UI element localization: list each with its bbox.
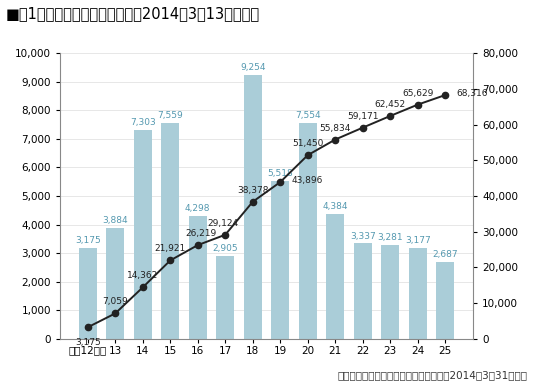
Text: 2,905: 2,905 [213, 244, 238, 253]
Text: 7,554: 7,554 [295, 111, 320, 120]
Text: 2,687: 2,687 [432, 250, 458, 259]
Text: 3,884: 3,884 [102, 216, 128, 225]
Text: 3,177: 3,177 [405, 236, 431, 245]
Bar [271, 181, 289, 338]
Text: 3,175: 3,175 [75, 236, 101, 245]
Text: 26,219: 26,219 [185, 229, 216, 238]
Bar [244, 74, 262, 338]
Text: 43,896: 43,896 [292, 176, 323, 185]
Bar [299, 123, 317, 338]
Text: 7,559: 7,559 [157, 111, 183, 120]
Text: 59,171: 59,171 [347, 112, 378, 121]
Bar [437, 262, 454, 338]
Bar [79, 248, 96, 338]
Text: ■図1：病床届出数および類型（2014年3月13日現在）: ■図1：病床届出数および類型（2014年3月13日現在） [5, 6, 260, 21]
Bar [409, 248, 427, 338]
Bar [381, 245, 399, 338]
Bar [216, 256, 234, 338]
Text: 55,834: 55,834 [320, 124, 351, 133]
Text: 3,175: 3,175 [75, 338, 101, 347]
Bar [326, 214, 344, 338]
Text: 62,452: 62,452 [375, 100, 406, 109]
Text: 68,316: 68,316 [456, 89, 488, 98]
Text: 21,921: 21,921 [155, 244, 186, 254]
Text: 7,059: 7,059 [102, 298, 128, 306]
Bar [354, 243, 372, 338]
Text: 4,298: 4,298 [185, 204, 211, 213]
Text: 5,518: 5,518 [268, 169, 293, 178]
Text: 65,629: 65,629 [402, 89, 433, 98]
Bar [134, 130, 152, 338]
Text: 14,362: 14,362 [127, 272, 158, 280]
Text: 7,303: 7,303 [130, 118, 156, 128]
Bar [189, 216, 207, 338]
Text: 回復期リハビリテーション病棟協会　　2014年3月31日資料: 回復期リハビリテーション病棟協会 2014年3月31日資料 [338, 370, 528, 380]
Text: 9,254: 9,254 [240, 63, 265, 72]
Text: 3,337: 3,337 [350, 231, 376, 241]
Text: 29,124: 29,124 [207, 219, 238, 228]
Text: 51,450: 51,450 [292, 139, 324, 148]
Text: 38,378: 38,378 [237, 186, 269, 195]
Bar [106, 228, 124, 338]
Bar [161, 123, 179, 338]
Text: 3,281: 3,281 [377, 233, 403, 242]
Text: 4,384: 4,384 [322, 202, 348, 211]
